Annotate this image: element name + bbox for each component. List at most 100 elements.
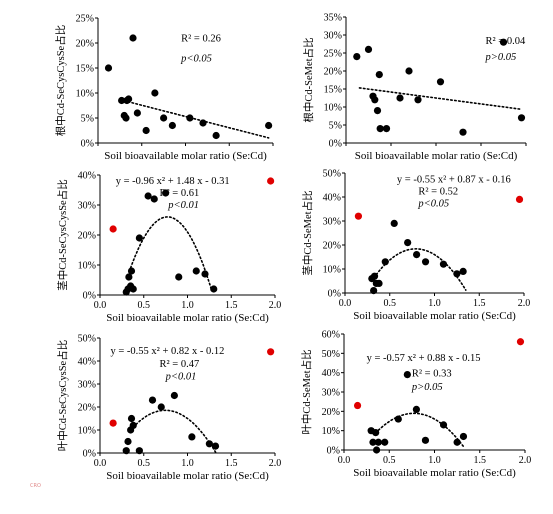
root-secyssec-y-tick-label: 0% (81, 139, 94, 150)
leaf-secyssec-y-tick-label: 50% (78, 334, 96, 345)
stem-semet-data-point (370, 287, 378, 295)
stem-semet-x-tick-label: 0.0 (339, 298, 352, 309)
root-secyssec-y-axis-label: 根中Cd-SeCysCysSe占比 (54, 25, 67, 136)
root-secyssec-data-point (129, 34, 137, 42)
root-secyssec-data-point (186, 114, 194, 122)
root-semet-data-point (371, 96, 379, 104)
leaf-semet-y-tick-label: 30% (322, 388, 340, 399)
stem-secyssec-data-point (127, 267, 136, 275)
leaf-secyssec-annotation: p<0.01 (165, 371, 197, 382)
leaf-semet-data-point (421, 436, 430, 444)
stem-secyssec-outlier-point (109, 225, 117, 233)
root-semet-data-point (436, 78, 445, 86)
stem-semet-x-tick-label: 1.0 (428, 298, 441, 309)
leaf-semet-x-tick-label: 2.0 (519, 455, 532, 466)
stem-secyssec-annotation: y = -0.96 x² + 1.48 x - 0.31 (116, 176, 230, 187)
root-secyssec-annotation: R² = 0.26 (181, 34, 221, 45)
leaf-secyssec-data-point (124, 437, 132, 446)
stem-secyssec-data-point (135, 234, 143, 242)
leaf-secyssec-y-tick-label: 20% (78, 403, 96, 414)
stem-semet-data-point (404, 239, 412, 247)
chart-root-secyssec: 0% 5% 10% 15% 20% 25% Soil bioavailable molar … (54, 14, 274, 162)
leaf-semet-y-tick-label: 20% (322, 407, 340, 418)
leaf-secyssec-annotation: R² = 0.47 (160, 359, 200, 370)
leaf-secyssec-data-point (188, 433, 196, 441)
leaf-secyssec-y-tick-label: 30% (78, 380, 96, 391)
leaf-semet-y-axis-label: 叶中Cd-SeMet占比 (300, 349, 313, 434)
leaf-semet-x-tick-label: 1.0 (428, 455, 441, 466)
leaf-secyssec-data-point (205, 440, 213, 448)
stem-secyssec-annotation: R² = 0.61 (160, 188, 200, 199)
root-semet-data-point (405, 67, 413, 75)
watermark: CRO (30, 483, 41, 489)
root-semet-y-tick-label: 0% (329, 139, 342, 150)
root-secyssec-annotation: p<0.05 (180, 54, 212, 65)
leaf-semet-data-point (372, 446, 381, 454)
panel-root-secyssec: 0% 5% 10% 15% 20% 25% Soil bioavailable molar … (30, 0, 285, 170)
leaf-secyssec-data-point (170, 391, 178, 400)
root-semet-y-tick-label: 20% (324, 67, 342, 78)
leaf-secyssec-data-point (211, 442, 220, 450)
stem-semet-x-tick-label: 0.5 (384, 298, 397, 309)
leaf-secyssec-data-point (157, 403, 165, 411)
leaf-secyssec-data-point (135, 447, 143, 455)
stem-semet-y-tick-label: 40% (323, 193, 341, 204)
leaf-semet-y-tick-label: 40% (322, 368, 340, 379)
stem-semet-data-point (453, 270, 461, 278)
stem-semet-data-point (375, 279, 383, 287)
stem-semet-data-point (390, 219, 398, 227)
root-secyssec-y-tick-label: 5% (81, 114, 94, 125)
leaf-secyssec-outlier-point (267, 348, 275, 356)
stem-secyssec-data-point (162, 189, 170, 197)
root-secyssec-data-point (122, 114, 130, 122)
stem-semet-fit-line (375, 247, 467, 291)
leaf-semet-data-point (381, 438, 389, 446)
stem-secyssec-y-axis-label: 茎中Cd-SeCysCysSe占比 (56, 179, 69, 290)
stem-secyssec-y-tick-label: 20% (78, 231, 96, 242)
leaf-semet-data-point (403, 371, 411, 379)
leaf-secyssec-x-tick-label: 2.0 (269, 458, 282, 469)
stem-semet-x-tick-label: 2.0 (518, 298, 531, 309)
root-semet-data-point (396, 94, 404, 102)
stem-semet-data-point (413, 251, 421, 259)
root-semet-data-point (364, 45, 373, 54)
root-semet-data-point (414, 96, 422, 104)
leaf-semet-data-point (439, 421, 448, 429)
leaf-semet-y-tick-label: 50% (322, 349, 340, 360)
stem-secyssec-x-tick-label: 1.5 (225, 300, 238, 311)
stem-semet-x-axis-label: Soil bioavailable molar ratio (Se:Cd) (353, 310, 516, 322)
stem-secyssec-outlier-point (267, 177, 275, 185)
chart-root-semet: 0% 5% 10% 15% 20% 25% 30% 35% Soil bioavailable … (302, 13, 527, 162)
root-secyssec-y-tick-label: 15% (76, 64, 94, 75)
stem-secyssec-y-tick-label: 40% (78, 171, 96, 182)
leaf-semet-outlier-point (353, 401, 362, 410)
stem-semet-y-axis-label: 茎中Cd-SeMet占比 (301, 190, 314, 275)
panel-leaf-secyssec: 0% 10% 20% 30% 40% 50% 0.0 0.5 1.0 1.5 2.0 Soil bio… (30, 330, 285, 490)
root-semet-y-tick-label: 25% (324, 49, 342, 60)
stem-semet-y-tick-label: 10% (323, 265, 341, 276)
root-semet-data-point (517, 114, 526, 122)
leaf-secyssec-data-point (127, 414, 136, 423)
leaf-secyssec-y-axis-label: 叶中Cd-SeCysCysSe占比 (56, 340, 69, 451)
leaf-secyssec-fit-line (129, 409, 217, 454)
stem-semet-outlier-point (354, 212, 363, 220)
stem-secyssec-x-tick-label: 0.0 (94, 300, 107, 311)
leaf-semet-annotation: R² = 0.33 (412, 369, 452, 380)
stem-secyssec-y-tick-label: 30% (78, 201, 96, 212)
root-semet-y-tick-label: 10% (324, 103, 342, 114)
root-secyssec-fit-line (123, 100, 270, 139)
stem-semet-annotation: p<0.05 (417, 199, 449, 210)
root-semet-annotation: p>0.05 (485, 52, 517, 63)
leaf-semet-x-axis-label: Soil bioavailable molar ratio (Se:Cd) (353, 467, 516, 479)
stem-semet-y-tick-label: 0% (328, 289, 341, 300)
stem-semet-y-tick-label: 30% (323, 217, 341, 228)
root-secyssec-data-point (133, 109, 141, 117)
leaf-semet-data-point (372, 429, 380, 437)
leaf-semet-data-point (412, 405, 420, 413)
leaf-secyssec-x-tick-label: 0.5 (138, 458, 151, 469)
root-semet-fit-line (358, 87, 523, 111)
stem-secyssec-x-axis-label: Soil bioavailable molar ratio (Se:Cd) (106, 312, 269, 324)
root-semet-annotation: R² = 0.04 (486, 36, 526, 47)
stem-secyssec-data-point (175, 273, 183, 281)
